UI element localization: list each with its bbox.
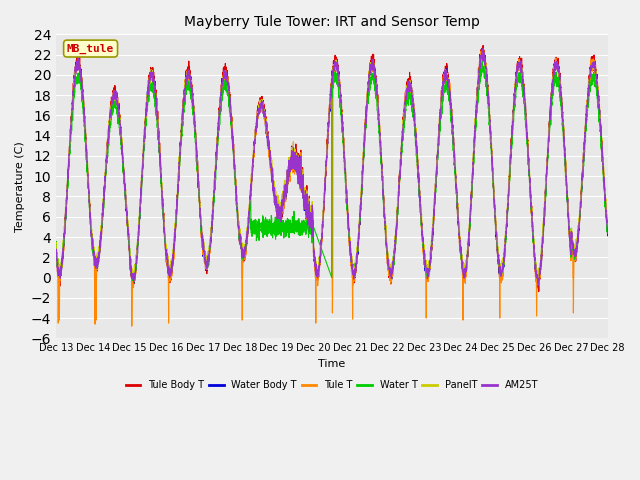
AM25T [52,249,60,254]
Title: Mayberry Tule Tower: IRT and Sensor Temp: Mayberry Tule Tower: IRT and Sensor Temp [184,15,480,29]
Tule T [52,248,60,253]
Text: MB_tule: MB_tule [67,44,114,54]
Tule Body T [456,232,463,238]
Water Body T [130,284,138,289]
PanelT [425,267,433,273]
Water T [425,265,433,271]
Water T [479,59,486,65]
Water Body T [456,242,463,248]
Water T [604,227,612,233]
Line: Tule T: Tule T [56,50,608,326]
Water T [534,281,541,287]
Line: PanelT: PanelT [56,51,608,277]
Tule Body T [151,78,159,84]
PanelT [52,240,60,246]
AM25T [604,224,611,229]
Tule T [151,91,159,97]
Tule Body T [311,267,319,273]
PanelT [311,260,319,265]
PanelT [604,215,611,221]
PanelT [487,135,495,141]
Water T [311,228,319,234]
Water T [151,99,159,105]
AM25T [311,263,319,268]
AM25T [534,283,542,288]
Tule T [312,275,319,280]
AM25T [479,46,487,51]
Water Body T [52,248,60,254]
Line: Water T: Water T [56,62,608,284]
AM25T [151,88,159,94]
Line: Water Body T: Water Body T [56,50,608,287]
Tule T [604,229,612,235]
PanelT [456,226,463,231]
AM25T [487,136,495,142]
Water Body T [425,269,433,275]
Tule T [480,47,488,53]
Water Body T [487,144,495,150]
AM25T [604,228,612,233]
PanelT [151,87,159,93]
Tule T [487,138,495,144]
Water T [604,224,611,229]
Tule T [128,324,136,329]
Water Body T [312,265,319,271]
Water Body T [604,224,611,230]
Tule Body T [479,43,487,48]
Tule Body T [535,288,543,294]
Y-axis label: Temperature (C): Temperature (C) [15,141,25,232]
Tule T [456,235,463,241]
PanelT [534,275,542,280]
X-axis label: Time: Time [318,359,346,369]
Tule Body T [487,133,495,139]
Tule T [425,268,433,274]
Water Body T [604,232,612,238]
Water T [487,140,495,145]
PanelT [479,48,487,54]
Line: Tule Body T: Tule Body T [56,46,608,291]
AM25T [456,232,463,238]
PanelT [604,225,612,230]
Tule Body T [52,249,60,255]
Water Body T [479,47,486,53]
Tule Body T [604,218,611,224]
AM25T [425,268,433,274]
Tule Body T [425,268,433,274]
Legend: Tule Body T, Water Body T, Tule T, Water T, PanelT, AM25T: Tule Body T, Water Body T, Tule T, Water… [122,376,542,394]
Tule Body T [604,233,612,239]
Water Body T [151,91,159,96]
Tule T [604,227,611,232]
Line: AM25T: AM25T [56,48,608,286]
Water T [52,247,60,253]
Water T [456,234,463,240]
